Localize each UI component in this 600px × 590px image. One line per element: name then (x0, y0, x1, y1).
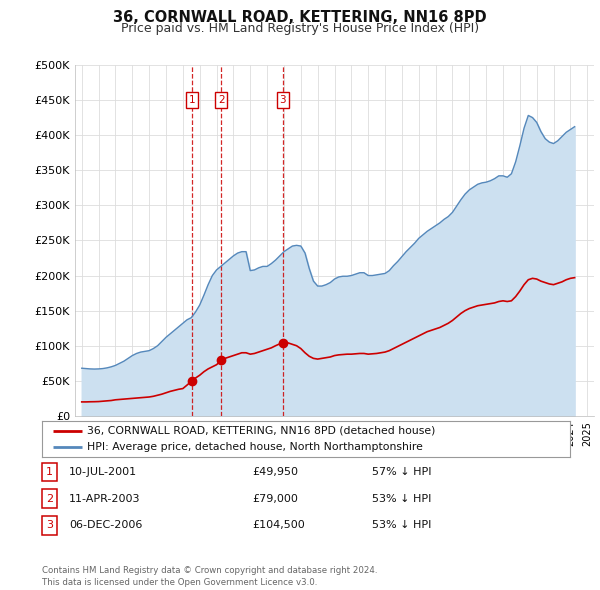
Text: 53% ↓ HPI: 53% ↓ HPI (372, 520, 431, 530)
Text: 57% ↓ HPI: 57% ↓ HPI (372, 467, 431, 477)
Text: 1: 1 (46, 467, 53, 477)
Text: £104,500: £104,500 (252, 520, 305, 530)
Text: £49,950: £49,950 (252, 467, 298, 477)
Text: £79,000: £79,000 (252, 494, 298, 503)
Text: 36, CORNWALL ROAD, KETTERING, NN16 8PD (detached house): 36, CORNWALL ROAD, KETTERING, NN16 8PD (… (87, 425, 435, 435)
Text: 53% ↓ HPI: 53% ↓ HPI (372, 494, 431, 503)
Text: 10-JUL-2001: 10-JUL-2001 (69, 467, 137, 477)
Text: 36, CORNWALL ROAD, KETTERING, NN16 8PD: 36, CORNWALL ROAD, KETTERING, NN16 8PD (113, 10, 487, 25)
Text: Contains HM Land Registry data © Crown copyright and database right 2024.
This d: Contains HM Land Registry data © Crown c… (42, 566, 377, 587)
Text: 3: 3 (46, 520, 53, 530)
Text: 11-APR-2003: 11-APR-2003 (69, 494, 140, 503)
Text: 2: 2 (46, 494, 53, 503)
Text: 06-DEC-2006: 06-DEC-2006 (69, 520, 142, 530)
Text: HPI: Average price, detached house, North Northamptonshire: HPI: Average price, detached house, Nort… (87, 442, 423, 453)
Text: 3: 3 (279, 95, 286, 105)
Text: Price paid vs. HM Land Registry's House Price Index (HPI): Price paid vs. HM Land Registry's House … (121, 22, 479, 35)
Text: 2: 2 (218, 95, 224, 105)
Text: 1: 1 (188, 95, 195, 105)
